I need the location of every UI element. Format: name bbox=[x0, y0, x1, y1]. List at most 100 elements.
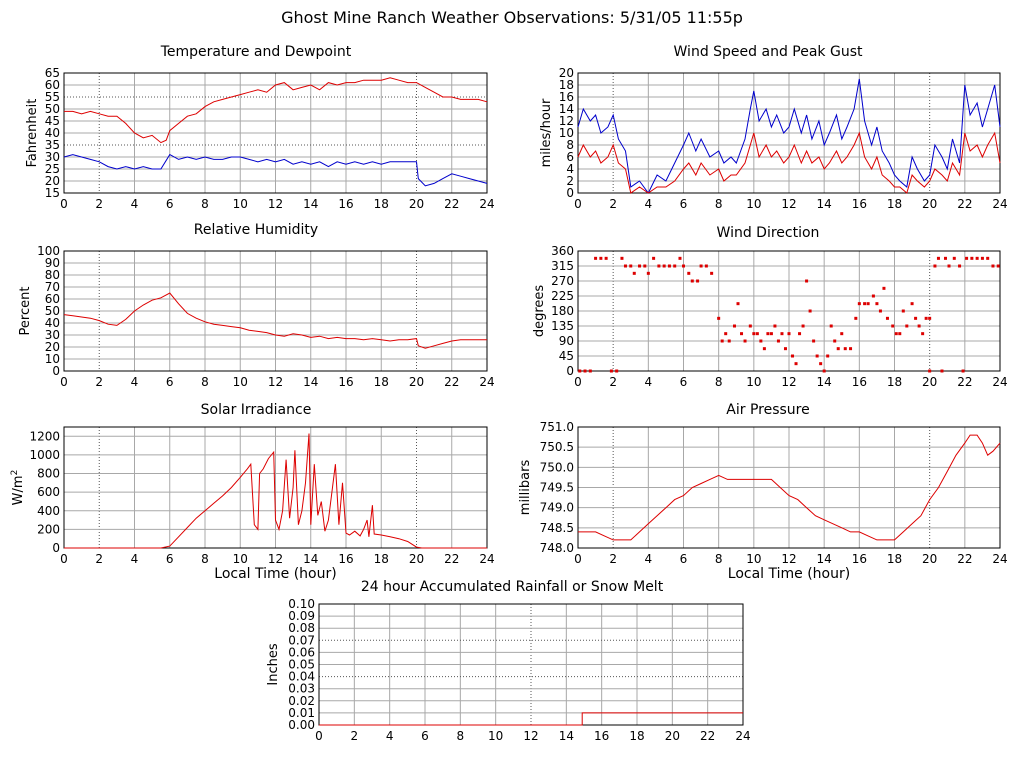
direction-y-tick-label: 45 bbox=[559, 349, 574, 363]
wind-y-tick-label: 6 bbox=[566, 150, 574, 164]
humidity-x-tick-label: 10 bbox=[233, 375, 248, 389]
wind-x-tick-label: 10 bbox=[746, 197, 761, 211]
rain-x-tick-label: 16 bbox=[594, 729, 609, 743]
direction-x-tick-label: 2 bbox=[609, 375, 617, 389]
pressure-x-axis-label: Local Time (hour) bbox=[727, 566, 851, 582]
rain-y-tick-label: 0.06 bbox=[288, 645, 315, 659]
direction-y-tick-label: 315 bbox=[551, 259, 574, 273]
direction-point bbox=[878, 309, 882, 313]
direction-point bbox=[690, 279, 694, 283]
direction-point bbox=[736, 302, 740, 306]
wind-x-tick-label: 0 bbox=[574, 197, 582, 211]
direction-point bbox=[615, 369, 619, 373]
humidity-series-line bbox=[63, 292, 487, 349]
direction-series bbox=[578, 256, 1000, 373]
wind-plot-frame bbox=[577, 72, 1001, 194]
direction-point bbox=[965, 256, 969, 260]
wind-y-tick-label: 12 bbox=[559, 114, 574, 128]
pressure-y-tick-label: 748.5 bbox=[540, 521, 574, 535]
direction-point bbox=[594, 256, 598, 260]
direction-point bbox=[980, 256, 984, 260]
temperature-chart-title: Temperature and Dewpoint bbox=[160, 44, 352, 60]
wind-y-tick-label: 4 bbox=[566, 162, 574, 176]
direction-point bbox=[673, 264, 677, 268]
wind-y-tick-label: 16 bbox=[559, 90, 574, 104]
direction-point bbox=[829, 324, 833, 328]
rain-series-line bbox=[319, 712, 743, 726]
direction-point bbox=[975, 256, 979, 260]
direction-point bbox=[652, 256, 656, 260]
rain-x-tick-label: 6 bbox=[421, 729, 429, 743]
direction-chart-panel: Wind Direction 0 2 4 6 8 10 12 14 16 18 20 22 24 0 45 9… bbox=[512, 220, 1024, 400]
pressure-x-tick-label: 0 bbox=[574, 552, 582, 566]
solar-y-tick-label: 800 bbox=[37, 467, 60, 481]
direction-point bbox=[776, 339, 780, 343]
rain-y-tick-label: 0.02 bbox=[288, 694, 315, 708]
direction-point bbox=[947, 264, 951, 268]
temp-series-line bbox=[63, 153, 488, 187]
rain-y-tick-label: 0.05 bbox=[288, 658, 315, 672]
humidity-y-tick-label: 60 bbox=[45, 292, 60, 306]
direction-point bbox=[815, 354, 819, 358]
direction-point bbox=[798, 332, 802, 336]
rain-y-tick-label: 0.03 bbox=[288, 682, 315, 696]
direction-x-tick-label: 12 bbox=[781, 375, 796, 389]
rain-x-tick-label: 24 bbox=[735, 729, 750, 743]
direction-y-tick-label: 270 bbox=[551, 274, 574, 288]
humidity-y-tick-label: 10 bbox=[45, 352, 60, 366]
direction-point bbox=[780, 332, 784, 336]
solar-y-axis-label-superscript: 2 bbox=[10, 470, 20, 476]
solar-x-tick-label: 8 bbox=[201, 552, 209, 566]
humidity-plot-frame bbox=[63, 250, 488, 372]
temp-y-tick-label: 30 bbox=[45, 150, 60, 164]
page-title: Ghost Mine Ranch Weather Observations: 5… bbox=[281, 8, 743, 27]
direction-y-tick-label: 90 bbox=[559, 334, 574, 348]
pressure-x-tick-label: 4 bbox=[645, 552, 653, 566]
rain-x-tick-label: 20 bbox=[665, 729, 680, 743]
direction-x-tick-label: 22 bbox=[957, 375, 972, 389]
direction-point bbox=[921, 332, 925, 336]
wind-x-tick-label: 14 bbox=[817, 197, 832, 211]
wind-y-tick-label: 2 bbox=[566, 174, 574, 188]
rain-x-tick-label: 2 bbox=[351, 729, 359, 743]
direction-x-tick-label: 18 bbox=[887, 375, 902, 389]
solar-y-axis-label: W/m2 bbox=[10, 470, 26, 506]
direction-point bbox=[891, 324, 895, 328]
humidity-y-tick-label: 0 bbox=[52, 364, 60, 378]
rain-chart-title: 24 hour Accumulated Rainfall or Snow Mel… bbox=[360, 579, 664, 595]
direction-point bbox=[905, 324, 909, 328]
direction-point bbox=[743, 339, 747, 343]
solar-x-tick-label: 16 bbox=[338, 552, 353, 566]
humidity-y-tick-label: 50 bbox=[45, 304, 60, 318]
solar-y-tick-label: 200 bbox=[37, 522, 60, 536]
pressure-chart: 0 2 4 6 8 10 12 14 16 18 20 22 24748.0748.5749.0749.… bbox=[518, 420, 1008, 566]
solar-chart: 0 2 4 6 8 10 12 14 16 18 20 22 240200400600800100012… bbox=[10, 426, 495, 566]
temp-x-tick-label: 0 bbox=[60, 197, 68, 211]
direction-point bbox=[724, 332, 728, 336]
temp-y-axis-label: Fahrenheit bbox=[25, 99, 40, 168]
direction-point bbox=[943, 256, 947, 260]
wind-series-line bbox=[577, 78, 1001, 194]
direction-point bbox=[638, 264, 642, 268]
solar-y-tick-label: 1000 bbox=[29, 448, 60, 462]
direction-point bbox=[578, 369, 582, 373]
humidity-x-tick-label: 2 bbox=[95, 375, 103, 389]
wind-x-tick-label: 20 bbox=[922, 197, 937, 211]
solar-x-tick-label: 4 bbox=[131, 552, 139, 566]
temp-y-tick-label: 60 bbox=[45, 78, 60, 92]
solar-x-tick-label: 10 bbox=[233, 552, 248, 566]
direction-point bbox=[958, 264, 962, 268]
humidity-x-tick-label: 4 bbox=[131, 375, 139, 389]
direction-x-tick-label: 4 bbox=[645, 375, 653, 389]
temp-y-tick-label: 65 bbox=[45, 66, 60, 80]
humidity-y-tick-label: 90 bbox=[45, 256, 60, 270]
humidity-y-tick-label: 40 bbox=[45, 316, 60, 330]
direction-point bbox=[759, 339, 763, 343]
direction-point bbox=[875, 302, 879, 306]
wind-x-tick-label: 2 bbox=[609, 197, 617, 211]
solar-x-tick-label: 14 bbox=[303, 552, 318, 566]
direction-point bbox=[720, 339, 724, 343]
direction-chart-title: Wind Direction bbox=[716, 225, 820, 241]
temp-x-tick-label: 8 bbox=[201, 197, 209, 211]
pressure-series-line bbox=[578, 434, 1001, 541]
